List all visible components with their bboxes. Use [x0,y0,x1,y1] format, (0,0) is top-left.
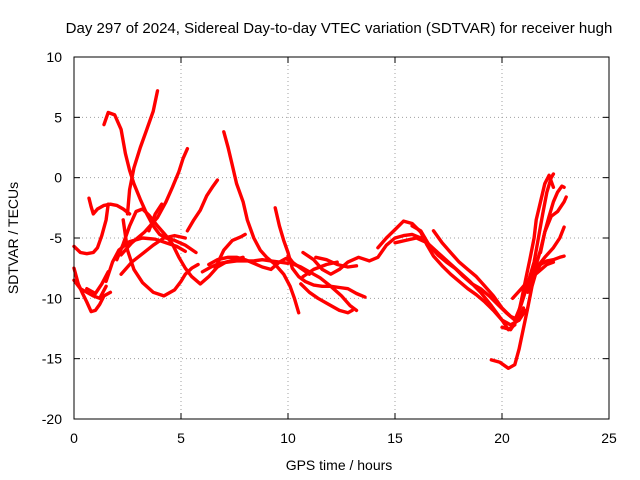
series-arc-34 [534,225,566,270]
series-arc-1 [102,110,198,255]
y-axis-label: SDTVAR / TECUs [5,182,21,294]
x-tick-label: 10 [280,430,296,446]
series-arc-8 [72,202,110,256]
series-arc-20 [286,254,359,313]
series-arc-35 [511,260,556,300]
series-arc-32 [526,184,566,294]
series-arc-14 [185,178,220,233]
series-arc-13 [147,202,164,233]
series-arc-30 [500,173,556,332]
series-arc-11 [72,278,108,300]
series-arc-31 [513,172,556,322]
series-arc-33 [538,195,568,255]
series-arc-6 [119,233,187,276]
y-tick-label: -15 [42,351,62,367]
series-arc-17 [213,232,247,270]
y-tick-label: -10 [42,290,62,306]
series-arc-23 [314,255,359,269]
y-tick-label: 10 [46,49,62,65]
x-tick-label: 15 [387,430,403,446]
series-arc-19 [273,206,367,299]
data-series [72,89,568,370]
y-tick-label: -20 [42,411,62,427]
y-tick-label: 0 [54,170,62,186]
series-arc-29 [489,254,566,370]
chart-title: Day 297 of 2024, Sidereal Day-to-day VTE… [66,20,613,37]
series-arc-22 [301,232,423,276]
x-tick-label: 25 [601,430,617,446]
series-arc-9 [87,196,132,216]
series-arc-24 [301,260,339,279]
x-tick-label: 5 [177,430,185,446]
series-arc-21 [299,282,354,315]
x-axis-label: GPS time / hours [286,457,393,473]
series-arc-15 [222,130,301,315]
series-arc-26 [393,236,517,332]
series-arc-12 [119,147,190,257]
x-tick-label: 20 [494,430,510,446]
axis-ticks [73,56,610,420]
y-tick-label: -5 [50,230,63,246]
y-tick-label: 5 [54,109,62,125]
x-tick-label: 0 [70,430,78,446]
series-arc-7 [85,270,110,296]
series-arc-28 [431,229,528,322]
series-arc-5 [104,236,187,284]
tick-labels: 0 5 10 15 20 25 -20 -15 -10 -5 0 5 10 [42,49,617,446]
series-arc-2 [125,89,160,216]
series-arc-4 [115,207,245,286]
